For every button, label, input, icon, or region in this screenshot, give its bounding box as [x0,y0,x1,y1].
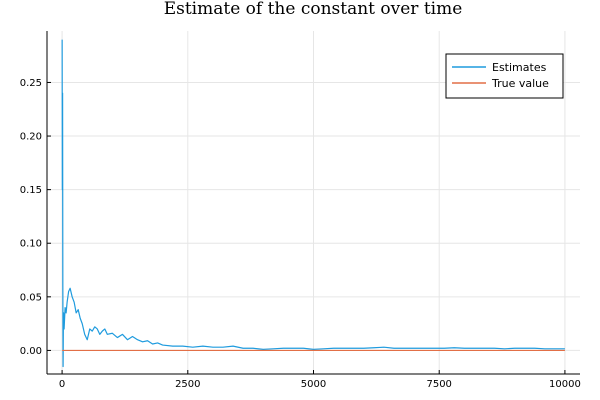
y-tick-label: 0.00 [20,346,42,357]
legend-label: True value [491,77,549,90]
chart-title: Estimate of the constant over time [164,0,463,19]
plot-area [61,39,565,368]
y-tick-label: 0.25 [20,78,42,89]
x-tick-label: 5000 [301,379,326,390]
x-tick-label: 7500 [426,379,451,390]
y-tick-label: 0.15 [20,185,42,196]
y-tick-label: 0.20 [20,132,42,143]
legend: Estimates True value [445,53,564,99]
x-tick-label: 0 [59,379,65,390]
legend-label: Estimates [492,61,547,74]
legend-box [445,53,564,99]
x-tick-label: 2500 [175,379,200,390]
y-tick-label: 0.10 [20,239,42,250]
y-tick-label: 0.05 [20,292,42,303]
x-tick-label: 10000 [549,379,581,390]
series-line-estimates [61,39,565,368]
axes: 0 2500 5000 7500 10000 0.00 0.05 0.10 0.15 0.20 0.… [20,31,581,390]
